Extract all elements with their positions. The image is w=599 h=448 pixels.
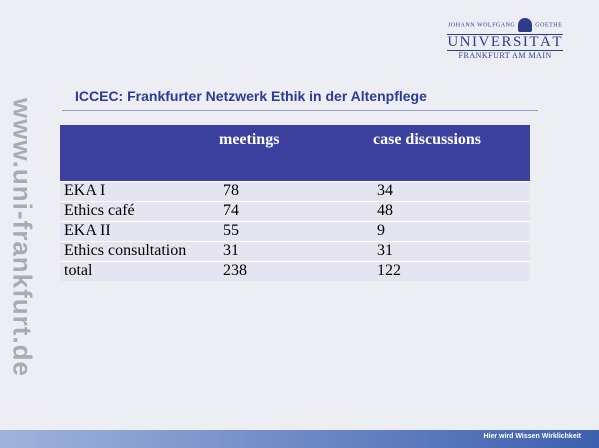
logo-top: JOHANN WOLFGANG GOETHE [447, 18, 563, 32]
logo: JOHANN WOLFGANG GOETHE UNIVERSITÄT FRANKF… [447, 18, 563, 60]
logo-name: UNIVERSITÄT [447, 34, 563, 51]
table-cell: 34 [373, 181, 530, 202]
header-row: meetings case discussions [60, 125, 530, 182]
table-cell: 31 [219, 241, 373, 262]
table-row: EKA II 55 9 [60, 221, 530, 242]
logo-city: FRANKFURT AM MAIN [458, 51, 552, 60]
footer-text: Hier wird Wissen Wirklichkeit [483, 433, 581, 440]
header-cell [60, 125, 219, 182]
table-cell: 48 [373, 201, 530, 222]
logo-line1b: GOETHE [535, 22, 563, 29]
table-row: total 238 122 [60, 261, 530, 281]
header-cell: case discussions [373, 125, 530, 182]
header-cell: meetings [219, 125, 373, 182]
table-row: Ethics café 74 48 [60, 201, 530, 222]
table-cell: Ethics consultation [60, 241, 219, 262]
table-cell: EKA I [60, 181, 219, 202]
table-cell: 122 [373, 261, 530, 281]
table-cell: 238 [219, 261, 373, 281]
table-cell: 78 [219, 181, 373, 202]
logo-line1: JOHANN WOLFGANG [448, 22, 516, 29]
title: ICCEC: Frankfurter Netzwerk Ethik in der… [75, 88, 427, 104]
table-cell: 74 [219, 201, 373, 222]
table: meetings case discussions EKA I 78 34 Ethics … [60, 125, 530, 281]
table-cell: total [60, 261, 219, 281]
footer-bar [0, 430, 599, 448]
side-text: www.uni-frankfurt.de [7, 97, 38, 378]
table-row: EKA I 78 34 [60, 181, 530, 202]
table-cell: 9 [373, 221, 530, 242]
table-cell: EKA II [60, 221, 219, 242]
table-cell: Ethics café [60, 201, 219, 222]
table-cell: 55 [219, 221, 373, 242]
table-row: Ethics consultation 31 31 [60, 241, 530, 262]
title-rule [62, 110, 538, 111]
logo-seal [518, 18, 533, 32]
table-cell: 31 [373, 241, 530, 262]
